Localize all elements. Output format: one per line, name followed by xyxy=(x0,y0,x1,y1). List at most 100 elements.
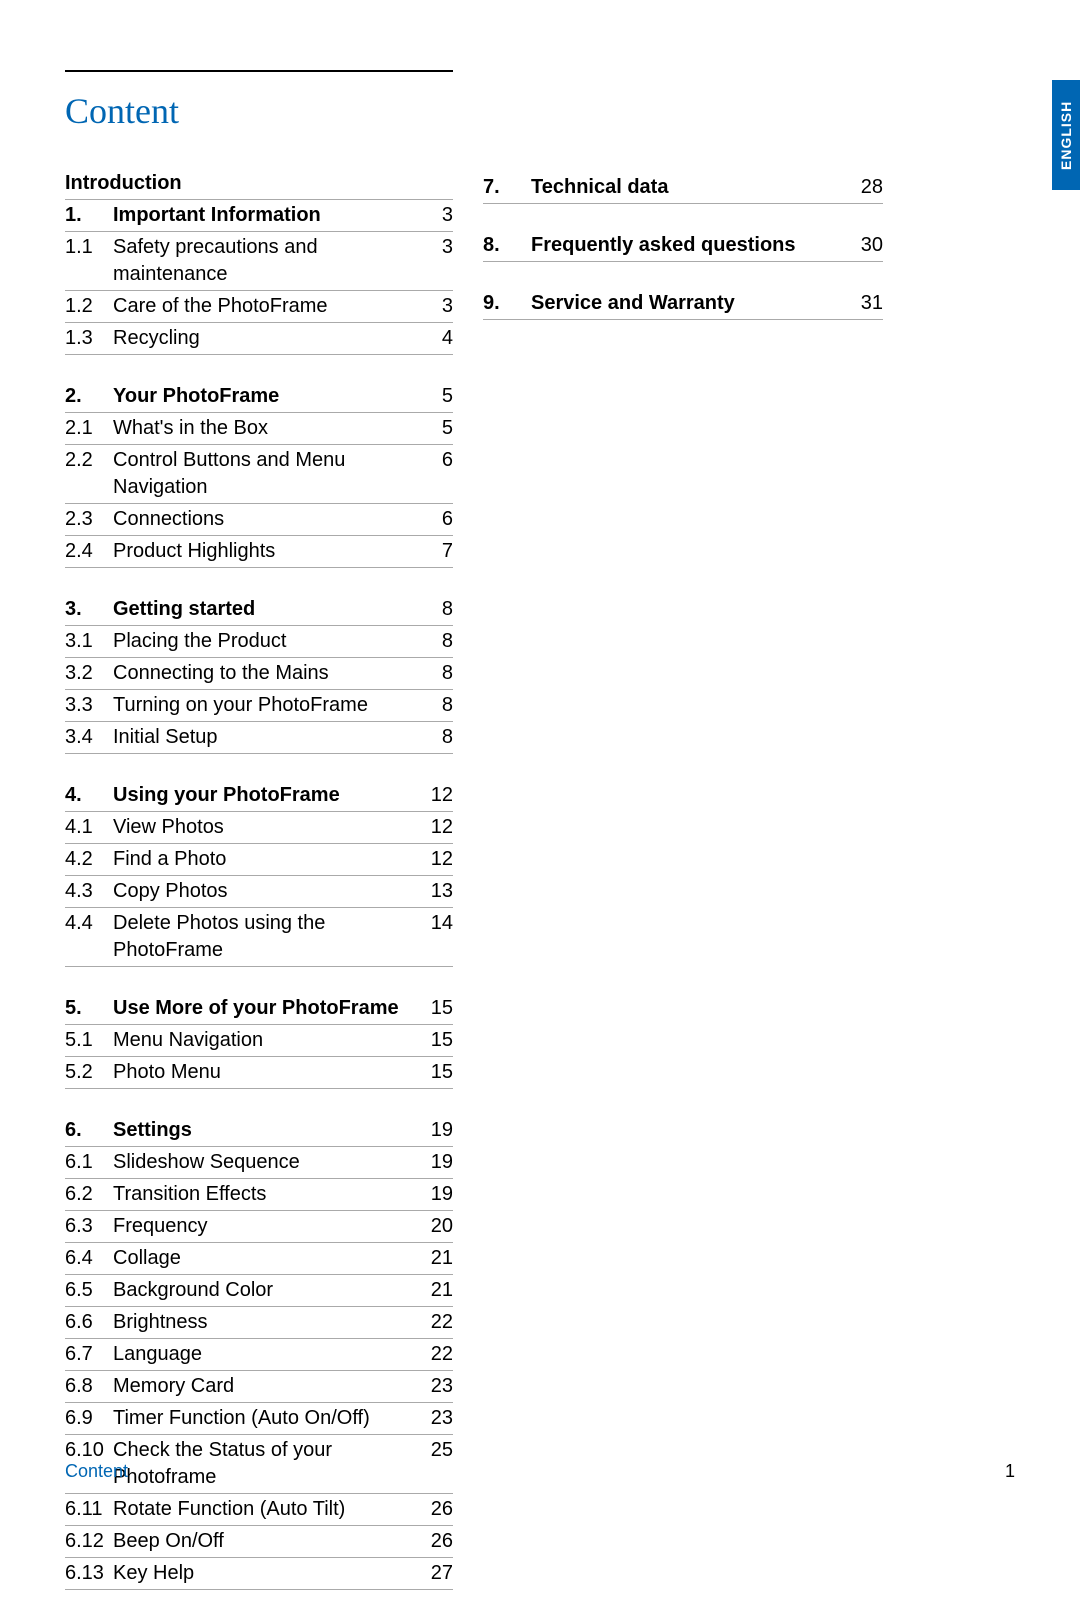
toc-row[interactable]: 2.Your PhotoFrame5 xyxy=(65,381,453,413)
toc-row[interactable]: 6.Settings19 xyxy=(65,1115,453,1147)
toc-row[interactable]: 6.1Slideshow Sequence19 xyxy=(65,1147,453,1179)
toc-entry-label: Timer Function (Auto On/Off) xyxy=(113,1405,419,1432)
toc-entry-label: Connections xyxy=(113,506,419,533)
toc-entry-number: 2.1 xyxy=(65,415,113,442)
toc-entry-page: 20 xyxy=(419,1213,453,1240)
toc-entry-number: 6. xyxy=(65,1117,113,1144)
toc-row[interactable]: 5.Use More of your PhotoFrame15 xyxy=(65,993,453,1025)
toc-entry-page: 6 xyxy=(419,447,453,474)
toc-entry-number: 6.5 xyxy=(65,1277,113,1304)
toc-row[interactable]: 4.Using your PhotoFrame12 xyxy=(65,780,453,812)
toc-entry-page: 21 xyxy=(419,1245,453,1272)
toc-entry-label: Important Information xyxy=(113,202,419,229)
toc-row[interactable]: 8.Frequently asked questions30 xyxy=(483,230,883,262)
toc-row[interactable]: 9.Service and Warranty31 xyxy=(483,288,883,320)
toc-row[interactable]: 6.13Key Help27 xyxy=(65,1558,453,1590)
toc-entry-page: 19 xyxy=(419,1117,453,1144)
toc-row[interactable]: 6.11Rotate Function (Auto Tilt)26 xyxy=(65,1494,453,1526)
toc-entry-number: 9. xyxy=(483,290,531,317)
toc-entry-label: Care of the PhotoFrame xyxy=(113,293,419,320)
toc-row[interactable]: 4.1View Photos12 xyxy=(65,812,453,844)
toc-row[interactable]: 7.Technical data28 xyxy=(483,172,883,204)
toc-entry-label: View Photos xyxy=(113,814,419,841)
toc-entry-page: 8 xyxy=(419,692,453,719)
toc-entry-number: 6.2 xyxy=(65,1181,113,1208)
toc-entry-page: 23 xyxy=(419,1405,453,1432)
toc-entry-label: Delete Photos using the PhotoFrame xyxy=(113,910,419,964)
toc-row[interactable]: 2.4Product Highlights7 xyxy=(65,536,453,568)
toc-columns: Introduction 1.Important Information31.1… xyxy=(65,172,1015,1616)
toc-entry-number: 4.2 xyxy=(65,846,113,873)
toc-entry-label: Find a Photo xyxy=(113,846,419,873)
toc-row[interactable]: 2.1What's in the Box5 xyxy=(65,413,453,445)
title-rule xyxy=(65,70,453,72)
toc-entry-number: 3.3 xyxy=(65,692,113,719)
toc-entry-label: Copy Photos xyxy=(113,878,419,905)
toc-entry-number: 3.1 xyxy=(65,628,113,655)
page-footer: Content 1 xyxy=(65,1461,1015,1482)
toc-entry-number: 4.3 xyxy=(65,878,113,905)
toc-row[interactable]: 3.2Connecting to the Mains8 xyxy=(65,658,453,690)
toc-entry-label: Your PhotoFrame xyxy=(113,383,419,410)
toc-entry-label: Using your PhotoFrame xyxy=(113,782,419,809)
toc-entry-number: 1. xyxy=(65,202,113,229)
toc-entry-page: 8 xyxy=(419,724,453,751)
toc-entry-label: Language xyxy=(113,1341,419,1368)
toc-row[interactable]: 3.1Placing the Product8 xyxy=(65,626,453,658)
toc-section: 4.Using your PhotoFrame124.1View Photos1… xyxy=(65,780,453,967)
toc-row[interactable]: 3.4Initial Setup8 xyxy=(65,722,453,754)
toc-row[interactable]: 5.2Photo Menu15 xyxy=(65,1057,453,1089)
toc-entry-label: Turning on your PhotoFrame xyxy=(113,692,419,719)
toc-entry-page: 12 xyxy=(419,782,453,809)
toc-entry-number: 7. xyxy=(483,174,531,201)
toc-row[interactable]: 4.4Delete Photos using the PhotoFrame14 xyxy=(65,908,453,967)
toc-entry-label: Initial Setup xyxy=(113,724,419,751)
toc-entry-label: Connecting to the Mains xyxy=(113,660,419,687)
toc-row[interactable]: 1.Important Information3 xyxy=(65,200,453,232)
toc-row[interactable]: 4.3Copy Photos13 xyxy=(65,876,453,908)
toc-entry-label: Brightness xyxy=(113,1309,419,1336)
toc-entry-number: 3.4 xyxy=(65,724,113,751)
toc-row[interactable]: 6.9Timer Function (Auto On/Off)23 xyxy=(65,1403,453,1435)
toc-entry-page: 15 xyxy=(419,995,453,1022)
toc-entry-number: 5.2 xyxy=(65,1059,113,1086)
toc-entry-page: 13 xyxy=(419,878,453,905)
toc-row[interactable]: 3.3Turning on your PhotoFrame8 xyxy=(65,690,453,722)
toc-row[interactable]: 6.8Memory Card23 xyxy=(65,1371,453,1403)
toc-entry-number: 4. xyxy=(65,782,113,809)
toc-row[interactable]: 2.3Connections6 xyxy=(65,504,453,536)
toc-entry-number: 6.4 xyxy=(65,1245,113,1272)
toc-row[interactable]: 6.4Collage21 xyxy=(65,1243,453,1275)
toc-row[interactable]: 6.12Beep On/Off26 xyxy=(65,1526,453,1558)
toc-column-right: 7.Technical data28 8.Frequently asked que… xyxy=(483,172,883,1616)
toc-row[interactable]: 1.3Recycling4 xyxy=(65,323,453,355)
toc-row[interactable]: 6.3Frequency20 xyxy=(65,1211,453,1243)
toc-entry-page: 15 xyxy=(419,1027,453,1054)
toc-section: 2.Your PhotoFrame52.1What's in the Box52… xyxy=(65,381,453,568)
toc-entry-page: 27 xyxy=(419,1560,453,1587)
toc-row[interactable]: 2.2Control Buttons and Menu Navigation6 xyxy=(65,445,453,504)
toc-entry-page: 8 xyxy=(419,660,453,687)
toc-entry-label: Beep On/Off xyxy=(113,1528,419,1555)
toc-row[interactable]: 5.1Menu Navigation15 xyxy=(65,1025,453,1057)
toc-section: 5.Use More of your PhotoFrame155.1Menu N… xyxy=(65,993,453,1089)
toc-entry-page: 5 xyxy=(419,415,453,442)
toc-row[interactable]: 6.6Brightness22 xyxy=(65,1307,453,1339)
toc-entry-page: 14 xyxy=(419,910,453,937)
toc-entry-label: Rotate Function (Auto Tilt) xyxy=(113,1496,419,1523)
toc-entry-page: 3 xyxy=(419,202,453,229)
toc-row[interactable]: 4.2Find a Photo12 xyxy=(65,844,453,876)
toc-entry-page: 8 xyxy=(419,596,453,623)
toc-row[interactable]: 3.Getting started8 xyxy=(65,594,453,626)
toc-entry-page: 28 xyxy=(849,174,883,201)
toc-row[interactable]: 6.2Transition Effects19 xyxy=(65,1179,453,1211)
toc-entry-number: 6.9 xyxy=(65,1405,113,1432)
toc-entry-number: 6.11 xyxy=(65,1496,113,1523)
toc-entry-label: Frequency xyxy=(113,1213,419,1240)
toc-entry-page: 22 xyxy=(419,1309,453,1336)
toc-row[interactable]: 1.2Care of the PhotoFrame3 xyxy=(65,291,453,323)
toc-intro-heading: Introduction xyxy=(65,172,453,200)
toc-row[interactable]: 6.5Background Color21 xyxy=(65,1275,453,1307)
toc-row[interactable]: 6.7Language22 xyxy=(65,1339,453,1371)
toc-row[interactable]: 1.1Safety precautions and maintenance3 xyxy=(65,232,453,291)
